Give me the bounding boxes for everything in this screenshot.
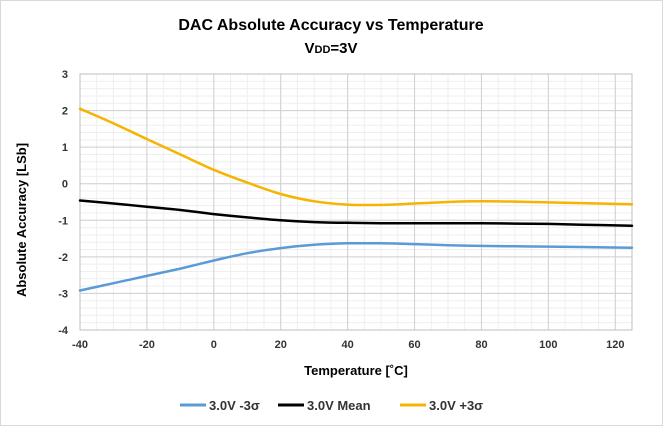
y-tick-label: -4 — [58, 325, 69, 337]
y-tick-label: 1 — [62, 142, 68, 154]
series-line-0 — [78, 241, 634, 292]
x-tick-label: 40 — [342, 339, 354, 351]
x-tick-label: 120 — [606, 339, 624, 351]
series-line-1 — [78, 199, 634, 228]
plot-area-frame — [79, 73, 633, 331]
subtitle-sub: DD — [315, 44, 331, 56]
x-tick-label: -20 — [139, 339, 155, 351]
legend-label-2: 3.0V +3σ — [429, 398, 483, 413]
y-tick-label: -3 — [58, 288, 68, 300]
x-tick-label: 60 — [408, 339, 420, 351]
x-tick-label: 0 — [211, 339, 217, 351]
legend: 3.0V -3σ 3.0V Mean 3.0V +3σ — [180, 398, 483, 413]
chart-title: DAC Absolute Accuracy vs Temperature — [178, 17, 483, 34]
series-lines — [78, 107, 634, 292]
x-tick-label: 100 — [539, 339, 557, 351]
legend-label-0: 3.0V -3σ — [209, 398, 260, 413]
subtitle-tail: =3V — [330, 40, 357, 57]
y-tick-label: -1 — [58, 215, 68, 227]
series-line-2 — [78, 107, 634, 207]
chart-subtitle: VDD=3V — [304, 40, 357, 57]
x-axis-ticks: -40 -20 0 20 40 60 80 100 120 — [72, 339, 624, 351]
x-tick-label: 20 — [275, 339, 287, 351]
legend-label-1: 3.0V Mean — [307, 398, 371, 413]
x-tick-label: 80 — [475, 339, 487, 351]
y-axis-label: Absolute Accuracy [LSb] — [14, 143, 29, 297]
y-tick-label: 3 — [62, 69, 68, 81]
y-tick-label: 0 — [62, 179, 68, 191]
y-axis-ticks: -4 -3 -2 -1 0 1 2 3 — [58, 69, 69, 337]
y-tick-label: 2 — [62, 106, 68, 118]
x-tick-label: -40 — [72, 339, 88, 351]
subtitle-main: V — [304, 40, 314, 57]
x-axis-label: Temperature [˚C] — [304, 363, 408, 378]
y-tick-label: -2 — [58, 252, 68, 264]
